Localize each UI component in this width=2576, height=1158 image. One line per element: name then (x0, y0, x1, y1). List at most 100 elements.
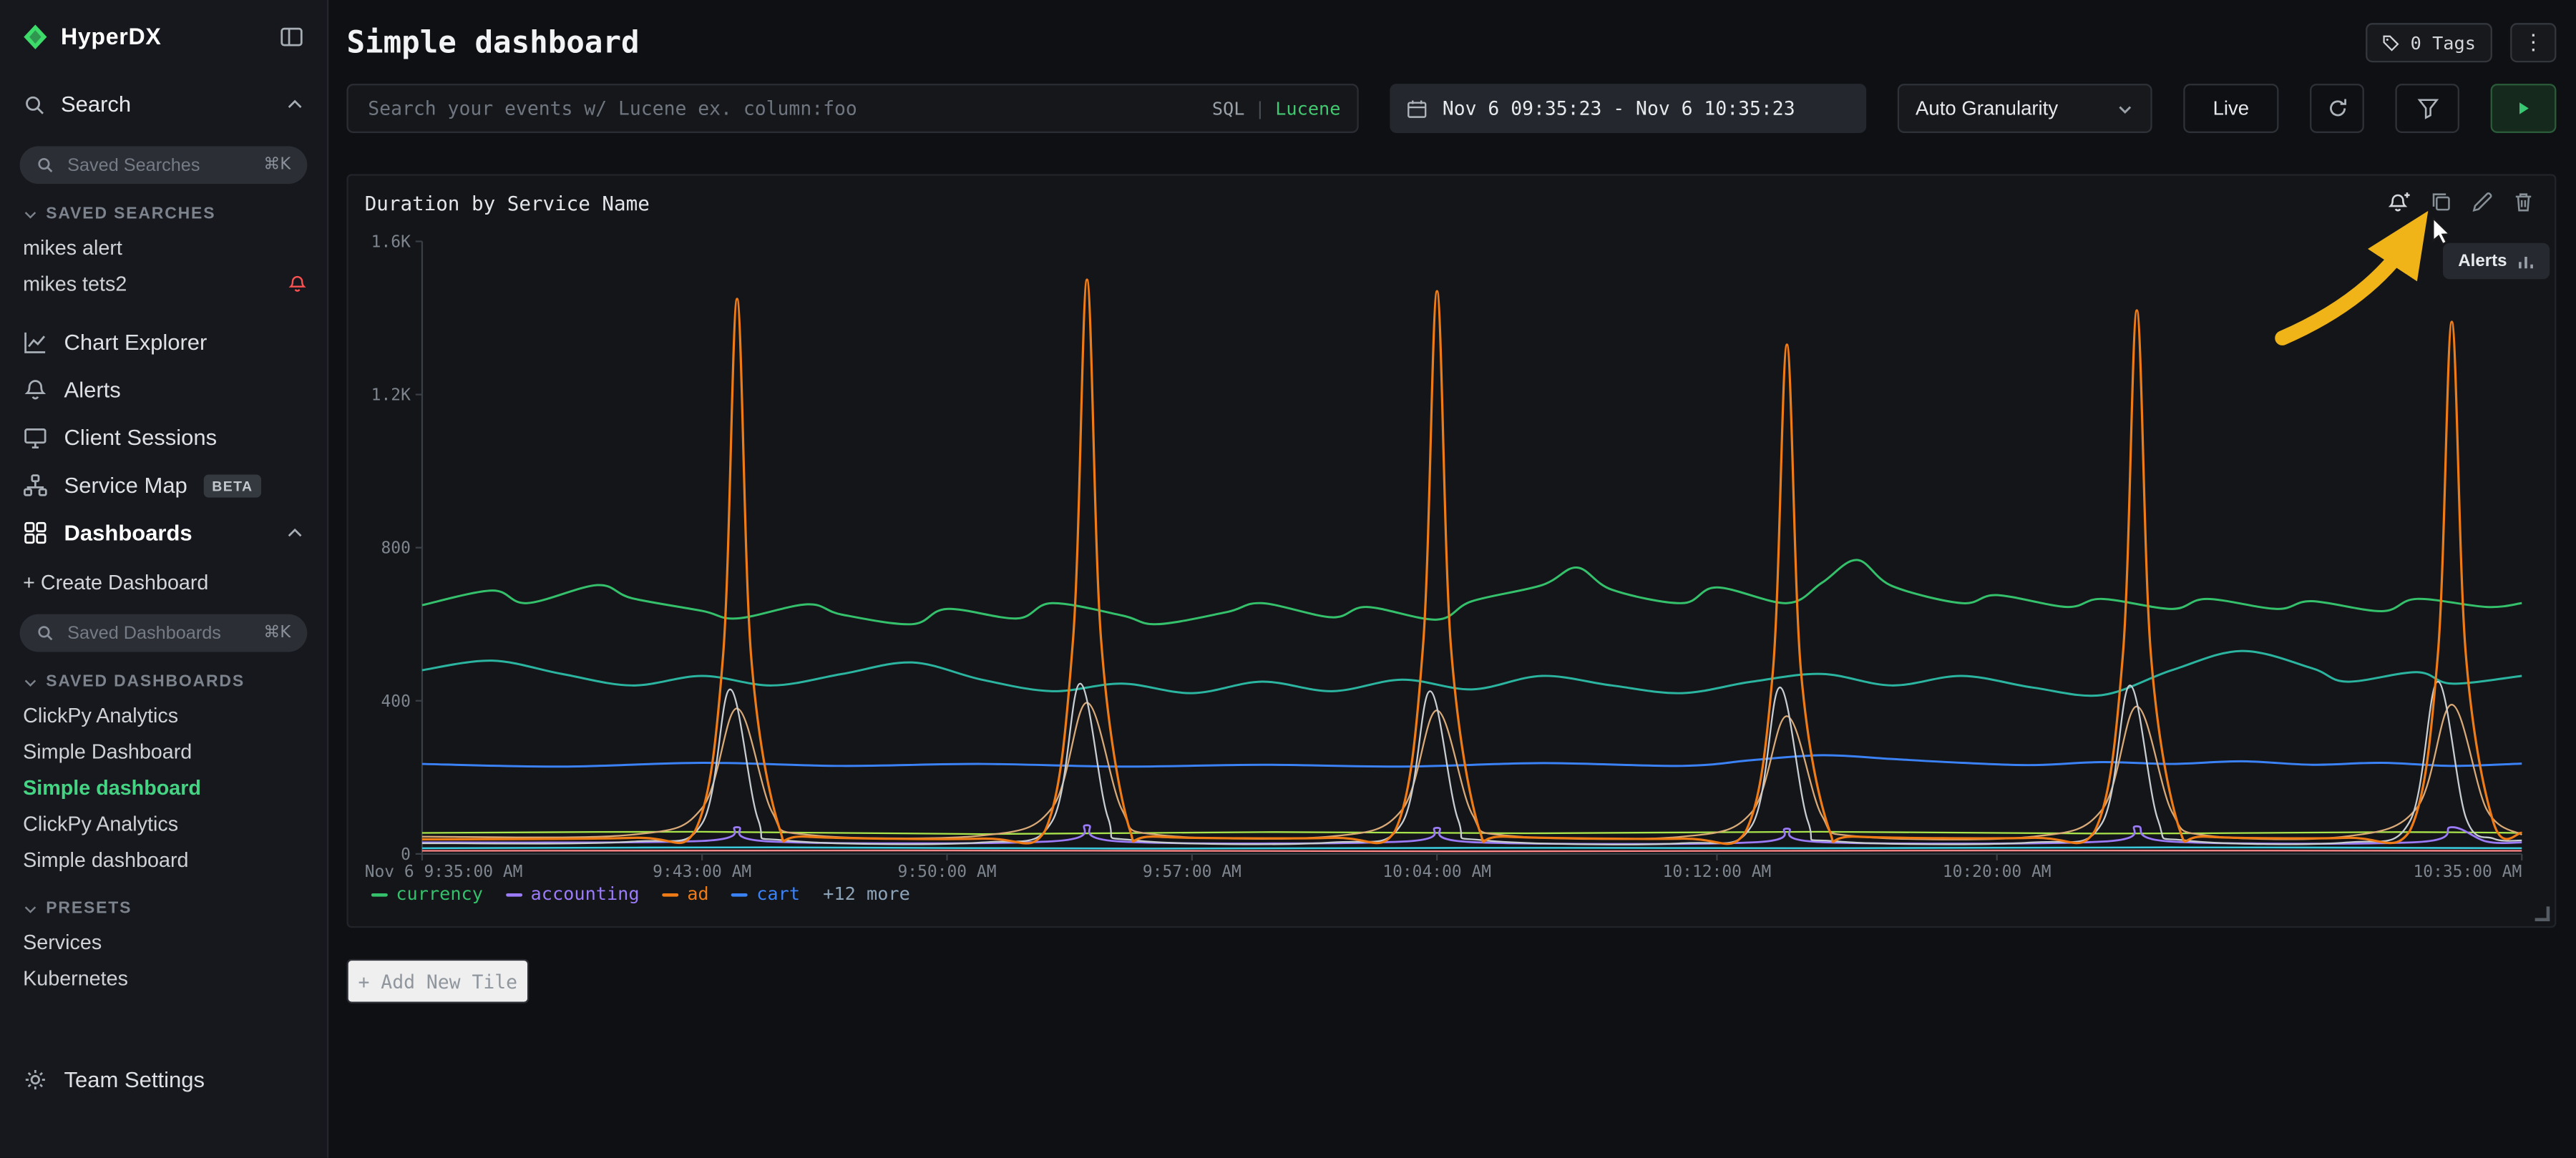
sidebar-item-dashboards[interactable]: Dashboards (0, 509, 327, 557)
x-tick-label: 9:57:00 AM (1143, 863, 1241, 878)
run-icon (2519, 102, 2529, 114)
sidebar-item-client-sessions[interactable]: Client Sessions (0, 414, 327, 462)
saved-dashboard-item-active[interactable]: Simple dashboard (23, 776, 201, 800)
monitor-icon (23, 426, 47, 450)
chart-tile: Duration by Service Name (346, 174, 2557, 928)
kebab-icon: ⋮ (2522, 29, 2545, 54)
duration-chart[interactable]: 0 400 800 1.2K 1.6K Nov 6 9:35:00 AM 9:43:00 A… (365, 215, 2538, 879)
run-query-button[interactable] (2490, 84, 2557, 133)
sidebar-item-team-settings[interactable]: Team Settings (0, 1051, 327, 1157)
saved-search-item[interactable]: mikes tets2 (0, 266, 327, 303)
saved-search-item[interactable]: mikes alert (23, 236, 122, 260)
legend-item[interactable]: ad (662, 883, 709, 905)
logo-icon (24, 24, 47, 49)
legend-item[interactable]: currency (371, 883, 483, 905)
chart-explorer-icon (23, 330, 47, 354)
preset-item-services[interactable]: Services (23, 931, 102, 954)
time-range-value: Nov 6 09:35:23 - Nov 6 10:35:23 (1442, 97, 1795, 120)
bell-icon (23, 378, 47, 402)
saved-dashboard-item[interactable]: ClickPy Analytics (23, 813, 179, 836)
add-new-tile-button[interactable]: + Add New Tile (346, 958, 530, 1004)
legend-item[interactable]: cart (731, 883, 800, 905)
x-tick-label: 9:50:00 AM (898, 863, 997, 878)
x-tick-label: 9:43:00 AM (653, 863, 751, 878)
y-tick-label: 1.6K (371, 233, 411, 252)
series-unnamed (421, 649, 2522, 697)
saved-dashboards-search[interactable]: ⌘K (19, 614, 308, 652)
duplicate-icon[interactable] (2430, 190, 2453, 215)
y-tick-label: 1.2K (371, 386, 411, 405)
preset-item-kubernetes[interactable]: Kubernetes (23, 967, 128, 991)
alert-bell-icon (288, 274, 308, 294)
chevron-down-icon (24, 212, 36, 219)
y-tick-label: 0 (401, 845, 411, 864)
legend-item[interactable]: accounting (506, 883, 640, 905)
search-icon (23, 93, 46, 116)
chart-title: Duration by Service Name (364, 192, 650, 215)
search-icon (38, 626, 53, 641)
sidebar-item-chart-explorer[interactable]: Chart Explorer (0, 318, 327, 366)
chevron-down-icon (24, 906, 36, 913)
event-search-input[interactable] (364, 95, 1212, 122)
saved-dashboards-input[interactable] (64, 622, 254, 645)
lucene-toggle[interactable]: Lucene (1275, 97, 1341, 119)
page-title: Simple dashboard (346, 25, 640, 60)
chart-area[interactable]: 0 400 800 1.2K 1.6K Nov 6 9:35:00 AM 9:43:00 A… (365, 215, 2538, 879)
alert-bell-plus-icon[interactable] (2387, 190, 2411, 215)
time-range-picker[interactable]: Nov 6 09:35:23 - Nov 6 10:35:23 (1390, 84, 1867, 133)
presets-header[interactable]: PRESETS (0, 878, 327, 924)
legend-more[interactable]: +12 more (823, 883, 910, 906)
saved-searches-search[interactable]: ⌘K (19, 146, 308, 185)
series-unnamed (421, 849, 2522, 853)
series-ad (421, 278, 2522, 845)
live-button[interactable]: Live (2183, 84, 2279, 133)
series-currency (421, 559, 2522, 626)
refresh-button[interactable] (2310, 84, 2364, 133)
create-dashboard-button[interactable]: + Create Dashboard (23, 571, 209, 595)
saved-dashboard-item[interactable]: Simple Dashboard (23, 740, 192, 764)
edit-icon[interactable] (2471, 190, 2494, 215)
saved-dashboard-item[interactable]: ClickPy Analytics (23, 704, 179, 728)
event-search-box[interactable]: SQL | Lucene (346, 84, 1359, 133)
mini-chart-icon (2519, 255, 2533, 268)
saved-dashboard-item[interactable]: Simple dashboard (23, 848, 189, 873)
series-accounting (421, 824, 2522, 845)
tags-button[interactable]: 0 Tags (2366, 23, 2492, 63)
gear-icon (23, 1067, 47, 1091)
collapse-sidebar-icon[interactable] (279, 24, 303, 48)
chevron-up-icon (286, 524, 303, 541)
x-tick-label: 10:35:00 AM (2413, 863, 2522, 878)
x-tick-label: 10:12:00 AM (1663, 863, 1772, 878)
beta-badge: BETA (203, 473, 261, 497)
series-cart (421, 754, 2522, 768)
chevron-down-icon (2116, 99, 2134, 117)
y-tick-label: 400 (381, 692, 410, 711)
delete-icon[interactable] (2512, 190, 2534, 215)
saved-searches-input[interactable] (64, 153, 254, 177)
sql-toggle[interactable]: SQL (1211, 97, 1245, 119)
calendar-icon (1407, 99, 1427, 117)
filter-button[interactable] (2395, 84, 2459, 133)
lang-divider: | (1254, 97, 1266, 119)
resize-handle[interactable] (2534, 906, 2550, 922)
alerts-tooltip: Alerts (2443, 242, 2550, 280)
series-unnamed (421, 830, 2522, 835)
search-icon (38, 157, 53, 172)
x-tick-label: Nov 6 9:35:00 AM (365, 863, 523, 878)
saved-searches-header[interactable]: SAVED SEARCHES (0, 184, 327, 230)
app-title: HyperDX (60, 23, 162, 49)
refresh-icon (2328, 99, 2346, 117)
sidebar-item-service-map[interactable]: Service Map BETA (0, 461, 327, 509)
sidebar-item-alerts[interactable]: Alerts (0, 366, 327, 414)
chevron-up-icon (286, 95, 303, 113)
sidebar-item-search[interactable]: Search (0, 56, 327, 127)
x-tick-label: 10:20:00 AM (1943, 863, 2051, 878)
filter-icon (2416, 99, 2439, 119)
saved-dashboards-header[interactable]: SAVED DASHBOARDS (0, 652, 327, 697)
kebab-menu-button[interactable]: ⋮ (2510, 23, 2557, 63)
granularity-select[interactable]: Auto Granularity (1897, 84, 2152, 133)
shortcut-hint: ⌘K (263, 156, 291, 175)
search-section-label: Search (60, 92, 132, 117)
chevron-down-icon (24, 679, 36, 687)
